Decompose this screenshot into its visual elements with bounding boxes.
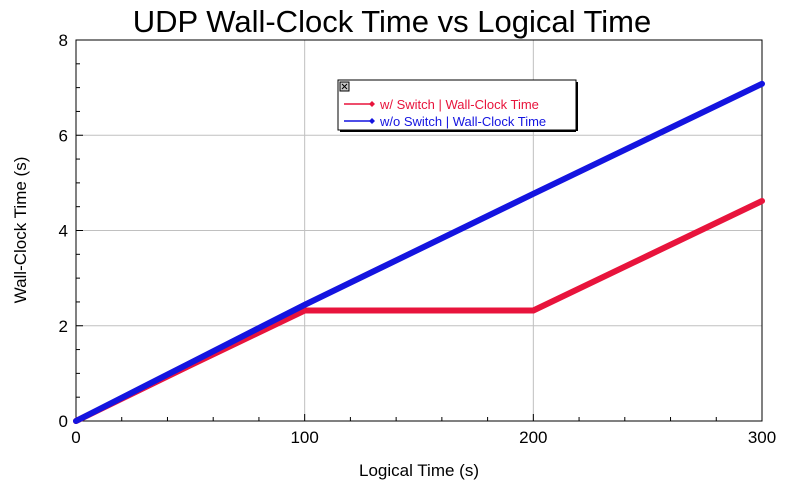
legend-close-glyph [341,83,348,90]
legend-marker [369,118,375,124]
legend-label: w/o Switch | Wall-Clock Time [379,114,546,129]
y-axis-label: Wall-Clock Time (s) [11,157,30,304]
series-layer [73,80,765,424]
y-tick-label: 8 [59,31,68,50]
legend[interactable]: w/ Switch | Wall-Clock Time w/o Switch | … [337,79,578,132]
y-tick-label: 2 [59,317,68,336]
y-tick-label: 6 [59,126,68,145]
y-tick-label: 0 [59,412,68,431]
x-axis-label: Logical Time (s) [359,461,479,480]
x-tick-label: 0 [71,428,80,447]
x-tick-label: 200 [519,428,547,447]
x-tick-label: 100 [290,428,318,447]
x-tick-label: 300 [748,428,776,447]
y-tick-label: 4 [59,222,68,241]
legend-label: w/ Switch | Wall-Clock Time [379,97,539,112]
series-line-2 [73,80,765,424]
chart-title: UDP Wall-Clock Time vs Logical Time [133,4,652,39]
series-line-1 [73,197,765,424]
legend-box [337,79,577,131]
legend-marker [369,101,375,107]
